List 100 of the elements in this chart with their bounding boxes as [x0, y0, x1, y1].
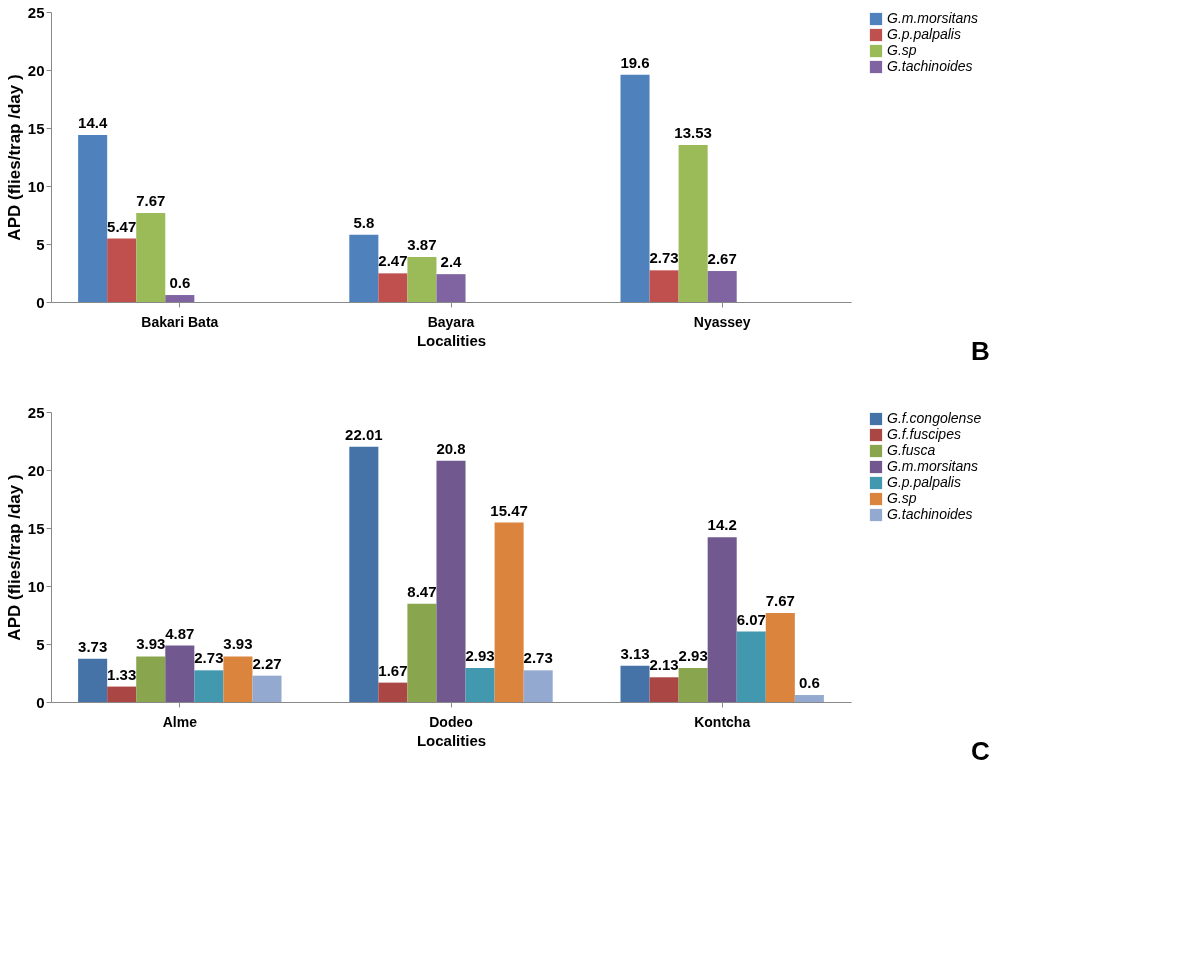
- y-tick-label: 10: [27, 577, 45, 595]
- bar: [136, 213, 166, 302]
- legend-label: G.tachinoides: [887, 58, 973, 74]
- data-label: 4.87: [165, 624, 195, 642]
- x-axis-title: Localities: [416, 731, 487, 749]
- y-tick-label: 5: [36, 635, 45, 653]
- bar: [436, 274, 466, 302]
- x-axis-title: Localities: [416, 331, 487, 349]
- data-label: 2.47: [378, 252, 408, 270]
- data-label: 1.67: [378, 661, 408, 679]
- y-tick-label: 5: [36, 235, 45, 253]
- data-label: 5.8: [353, 213, 375, 231]
- bar: [349, 446, 379, 702]
- bar: [107, 238, 137, 302]
- text: C: [971, 736, 990, 766]
- legend-label: G.f.congolense: [887, 410, 982, 426]
- bar: [649, 270, 679, 302]
- data-label: 19.6: [620, 53, 650, 71]
- y-tick-label: 10: [27, 177, 45, 195]
- bar: [136, 656, 166, 702]
- data-label: 3.13: [620, 644, 650, 662]
- bar: [523, 670, 553, 702]
- y-axis-title: APD (flies/trap /day ): [4, 74, 24, 241]
- data-label: 20.8: [436, 439, 466, 457]
- data-label: 8.47: [407, 582, 437, 600]
- data-label: 7.67: [136, 192, 166, 210]
- bar: [678, 145, 708, 302]
- data-label: 15.47: [490, 501, 528, 519]
- bar: [736, 631, 766, 702]
- bar: [107, 686, 137, 702]
- x-tick-label: Alme: [162, 713, 198, 730]
- bar: [78, 134, 108, 302]
- data-label: 13.53: [674, 124, 712, 142]
- data-label: 1.33: [107, 665, 137, 683]
- bar: [436, 460, 466, 702]
- y-tick-label: 25: [27, 403, 45, 421]
- data-label: 2.93: [678, 647, 708, 665]
- data-label: 0.6: [169, 274, 191, 292]
- data-label: 3.93: [136, 635, 166, 653]
- data-label: 14.4: [78, 113, 108, 131]
- data-label: 0.6: [798, 674, 820, 692]
- x-tick-label: Bayara: [427, 313, 475, 330]
- bar: [378, 682, 408, 702]
- y-tick-label: 20: [27, 461, 45, 479]
- legend-label: G.fusca: [887, 442, 936, 458]
- legend-label: G.tachinoides: [887, 506, 973, 522]
- data-label: 2.73: [523, 649, 553, 667]
- legend-label: G.m.morsitans: [887, 10, 979, 26]
- y-tick-label: 20: [27, 61, 45, 79]
- y-tick-label: 25: [27, 3, 45, 21]
- data-label: 14.2: [707, 516, 737, 534]
- legend-label: G.sp: [887, 42, 917, 58]
- x-tick-label: Kontcha: [694, 713, 751, 730]
- bar: [620, 74, 650, 302]
- data-label: 2.13: [649, 656, 679, 674]
- x-tick-label: Bakari Bata: [141, 313, 219, 330]
- legend-label: G.m.morsitans: [887, 458, 979, 474]
- y-tick-label: 0: [36, 293, 45, 311]
- bar: [765, 613, 795, 702]
- bar: [707, 271, 737, 302]
- bar: [223, 656, 253, 702]
- data-label: 2.73: [649, 249, 679, 267]
- data-label: 22.01: [345, 425, 383, 443]
- legend-label: G.p.palpalis: [887, 26, 961, 42]
- bar: [794, 695, 824, 702]
- y-tick-label: 15: [27, 119, 45, 137]
- data-label: 2.73: [194, 649, 224, 667]
- bar: [620, 665, 650, 702]
- bar: [194, 670, 224, 702]
- data-label: 6.07: [736, 610, 766, 628]
- bar: [407, 257, 437, 302]
- x-tick-label: Dodeo: [429, 713, 473, 730]
- y-axis-title: APD (flies/trap /day ): [4, 474, 24, 641]
- data-label: 7.67: [765, 592, 795, 610]
- bar: [252, 675, 282, 702]
- bar: [78, 658, 108, 702]
- x-tick-label: Nyassey: [693, 313, 751, 330]
- data-label: 3.93: [223, 635, 253, 653]
- text: B: [971, 336, 990, 366]
- data-label: 2.67: [707, 250, 737, 268]
- bar: [707, 537, 737, 702]
- y-tick-label: 0: [36, 693, 45, 711]
- bar: [465, 668, 495, 702]
- bar: [165, 645, 195, 702]
- data-label: 3.73: [78, 637, 108, 655]
- data-label: 2.93: [465, 647, 495, 665]
- bar: [494, 522, 524, 702]
- legend-label: G.p.palpalis: [887, 474, 961, 490]
- data-label: 5.47: [107, 217, 137, 235]
- data-label: 2.27: [252, 654, 282, 672]
- bar: [649, 677, 679, 702]
- bar: [378, 273, 408, 302]
- legend-label: G.f.fuscipes: [887, 426, 961, 442]
- data-label: 3.87: [407, 236, 437, 254]
- bar: [407, 603, 437, 702]
- bar: [678, 668, 708, 702]
- bar: [349, 234, 379, 302]
- y-tick-label: 15: [27, 519, 45, 537]
- data-label: 2.4: [440, 253, 463, 271]
- bar: [165, 295, 195, 302]
